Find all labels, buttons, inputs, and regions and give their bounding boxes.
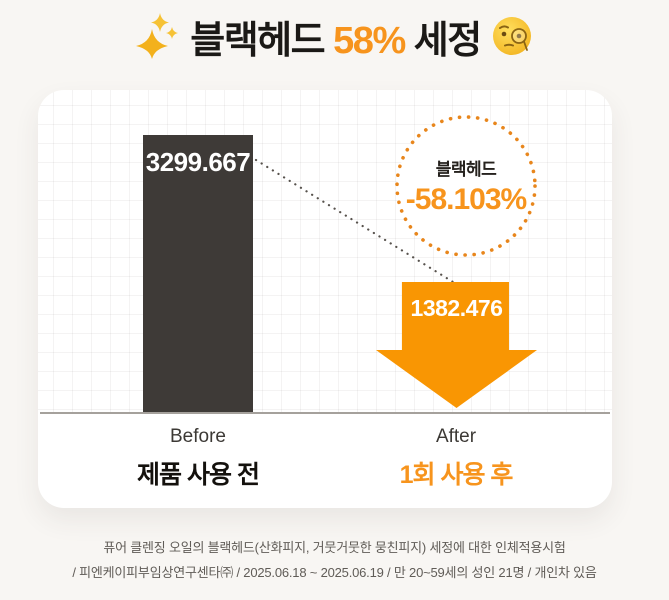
badge-label: 블랙헤드	[435, 160, 497, 179]
chart-panel: 3299.667 블랙헤드 -58.103% 1382.476 Before 제…	[38, 90, 612, 508]
title-part2: 세정	[413, 19, 482, 62]
title-part1: 블랙헤드	[190, 19, 325, 62]
footer-disclaimer: 퓨어 클렌징 오일의 블랙헤드(산화피지, 거뭇거뭇한 뭉친피지) 세정에 대한…	[0, 536, 669, 585]
after-arrow-value-label: 1382.476	[410, 295, 503, 321]
badge-dotted-ring	[395, 115, 537, 257]
footer-line-1: 퓨어 클렌징 오일의 블랙헤드(산화피지, 거뭇거뭇한 뭉친피지) 세정에 대한…	[103, 540, 566, 555]
page-title: 블랙헤드 58% 세정	[0, 10, 669, 62]
badge-value: -58.103%	[405, 183, 527, 216]
page-title-text: 블랙헤드 58% 세정	[190, 9, 482, 64]
title-highlight-percent: 58%	[333, 19, 406, 62]
before-label-en: Before	[170, 426, 226, 447]
sparkles-icon	[136, 13, 180, 59]
before-label-ko: 제품 사용 전	[137, 461, 260, 489]
axis-baseline	[40, 412, 610, 414]
after-label-en: After	[435, 426, 477, 447]
before-category-label: Before 제품 사용 전	[88, 426, 308, 491]
reduction-badge: 블랙헤드 -58.103%	[394, 114, 538, 258]
after-category-label: After 1회 사용 후	[346, 426, 566, 491]
footer-line-2: / 피엔케이피부임상연구센타㈜ / 2025.06.18 ~ 2025.06.1…	[72, 564, 597, 580]
before-bar: 3299.667	[143, 135, 253, 412]
before-bar-value-label: 3299.667	[145, 147, 251, 177]
badge-content: 블랙헤드 -58.103%	[394, 114, 538, 258]
after-label-ko: 1회 사용 후	[399, 461, 514, 489]
monocle-face-icon	[491, 15, 533, 57]
